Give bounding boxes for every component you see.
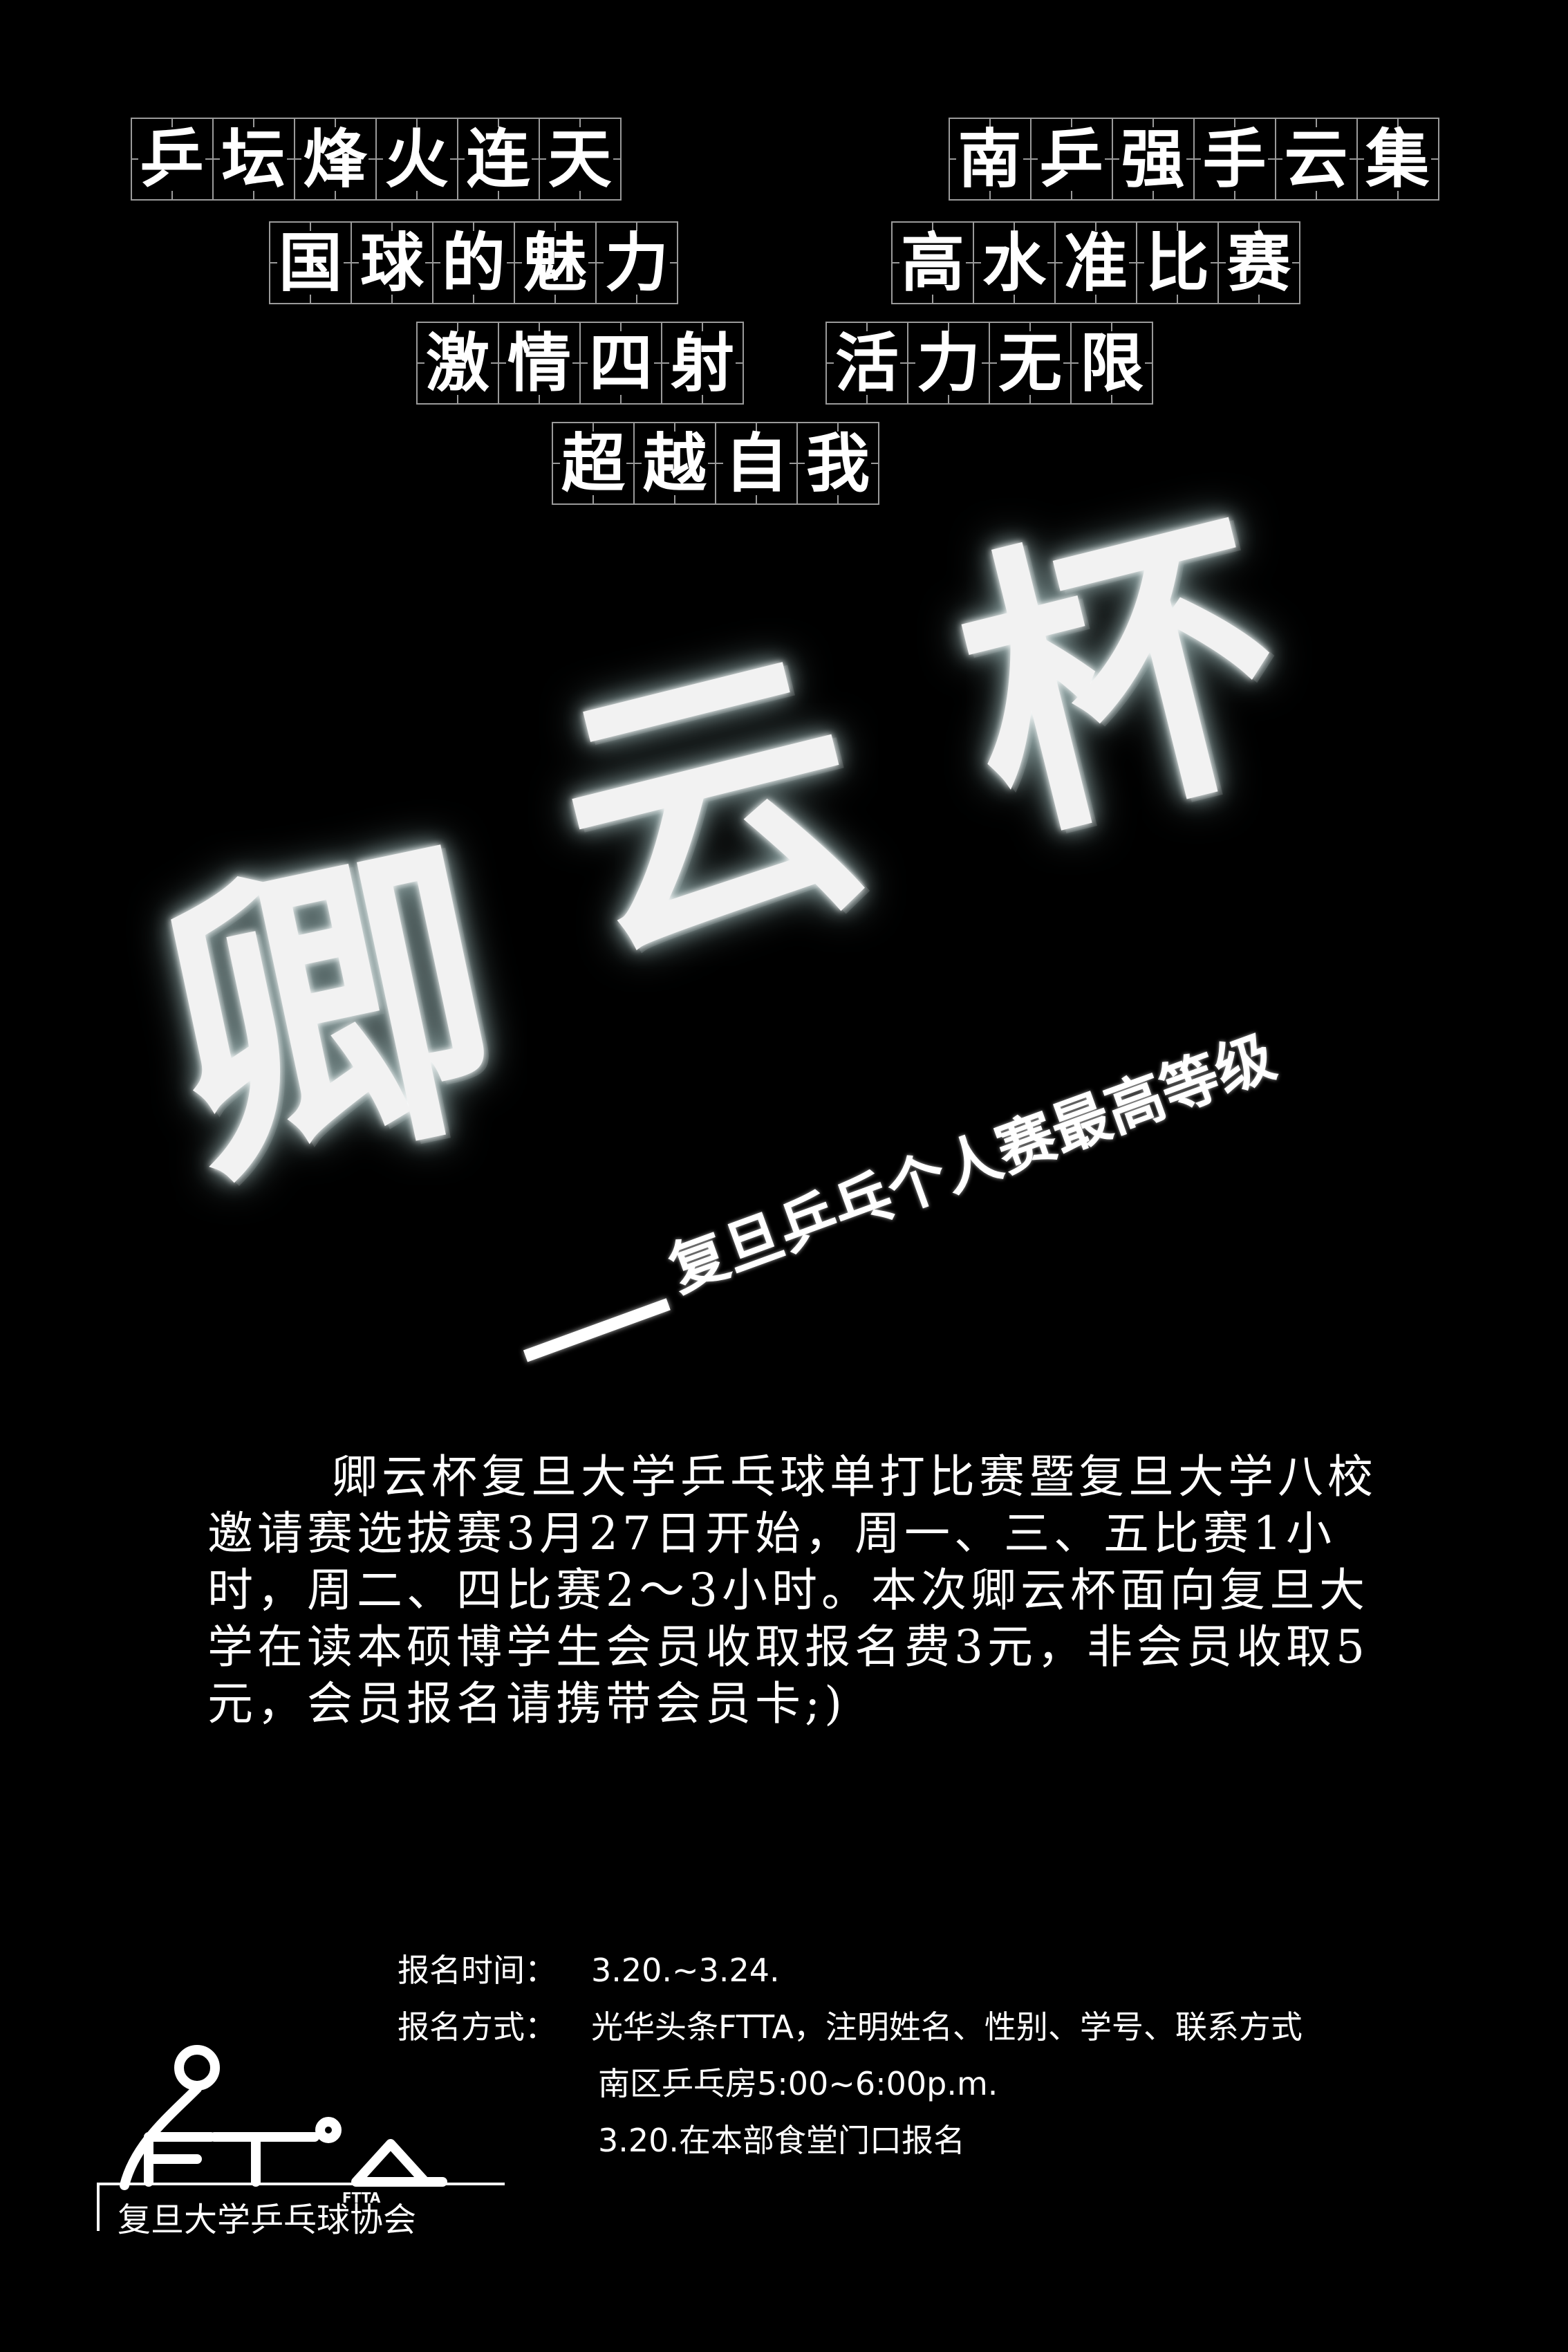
- slogan-right: 高水准比赛: [891, 221, 1300, 304]
- slogan-left: 乒坛烽火连天: [130, 118, 622, 201]
- slogan-left: 超越自我: [552, 422, 879, 505]
- slogan-char-box: 活: [825, 322, 908, 405]
- slogan-char-box: 魅: [514, 221, 597, 304]
- slogan-char-box: 乒: [130, 118, 214, 201]
- registration-info: 报名时间： 3.20.~3.24. 报名方式： 光华头条FTTA，注明姓名、性别…: [398, 1942, 1303, 2169]
- logo-divider: [97, 2183, 100, 2231]
- slogan-char-box: 力: [595, 221, 678, 304]
- slogan-char-box: 我: [796, 422, 879, 505]
- slogan-char-box: 无: [989, 322, 1072, 405]
- slogan-row-4: 超越自我: [0, 422, 1568, 505]
- title-char: 卿: [138, 802, 526, 1230]
- slogan-char-box: 射: [661, 322, 744, 405]
- logo-caption: 复旦大学乒乓球协会: [118, 2201, 417, 2239]
- slogan-char-box: 水: [973, 221, 1056, 304]
- title-char: 杯: [929, 469, 1311, 887]
- slogan-char-box: 高: [891, 221, 974, 304]
- slogan-char-box: 的: [432, 221, 515, 304]
- slogan-char-box: 超: [552, 422, 635, 505]
- slogan-char-box: 乒: [1029, 118, 1113, 201]
- registration-time-value: 3.20.~3.24.: [591, 1952, 780, 1989]
- slogan-row-2: 国球的魅力 高水准比赛: [0, 221, 1568, 304]
- slogan-char-box: 手: [1193, 118, 1276, 201]
- slogan-row-3: 激情四射 活力无限: [0, 322, 1568, 405]
- slogan-char-box: 越: [633, 422, 716, 505]
- slogan-char-box: 限: [1070, 322, 1153, 405]
- registration-method-line: 南区乒乓房5:00~6:00p.m.: [598, 2065, 998, 2102]
- slogan-char-box: 国: [269, 221, 352, 304]
- logo-underline: [97, 2183, 505, 2185]
- slogan-row-1: 乒坛烽火连天 南乒强手云集: [0, 118, 1568, 201]
- slogan-char-box: 准: [1054, 221, 1137, 304]
- registration-method-line: 3.20.在本部食堂门口报名: [598, 2122, 966, 2159]
- slogan-char-box: 强: [1111, 118, 1195, 201]
- slogan-char-box: 四: [579, 322, 662, 405]
- description: 卿云杯复旦大学乒乓球单打比赛暨复旦大学八校邀请赛选拔赛3月27日开始，周一、三、…: [207, 1449, 1397, 1732]
- slogan-char-box: 情: [498, 322, 581, 405]
- slogan-right: 活力无限: [825, 322, 1153, 405]
- slogan-char-box: 球: [351, 221, 433, 304]
- registration-method-label: 报名方式：: [398, 2008, 557, 2046]
- title-char: 云: [530, 609, 894, 1008]
- logo-mark: FTTA: [342, 2189, 381, 2206]
- slogan-left: 激情四射: [416, 322, 744, 405]
- slogan-right: 南乒强手云集: [948, 118, 1439, 201]
- slogan-char-box: 火: [375, 118, 458, 201]
- registration-time-label: 报名时间：: [398, 1952, 557, 1989]
- slogan-char-box: 天: [538, 118, 622, 201]
- slogan-char-box: 云: [1274, 118, 1358, 201]
- slogan-char-box: 比: [1136, 221, 1219, 304]
- slogan-char-box: 力: [907, 322, 990, 405]
- slogan-char-box: 集: [1356, 118, 1439, 201]
- slogan-char-box: 激: [416, 322, 499, 405]
- slogan-left: 国球的魅力: [269, 221, 678, 304]
- slogan-char-box: 坛: [212, 118, 295, 201]
- slogan-char-box: 烽: [293, 118, 377, 201]
- registration-method-line: 光华头条FTTA，注明姓名、性别、学号、联系方式: [591, 2008, 1303, 2046]
- slogan-char-box: 自: [715, 422, 798, 505]
- slogan-char-box: 连: [456, 118, 540, 201]
- description-paragraph: 卿云杯复旦大学乒乓球单打比赛暨复旦大学八校邀请赛选拔赛3月27日开始，周一、三、…: [207, 1450, 1377, 1730]
- ftta-logo-icon: FTTA: [120, 2045, 447, 2206]
- slogan-char-box: 赛: [1217, 221, 1300, 304]
- slogan-char-box: 南: [948, 118, 1032, 201]
